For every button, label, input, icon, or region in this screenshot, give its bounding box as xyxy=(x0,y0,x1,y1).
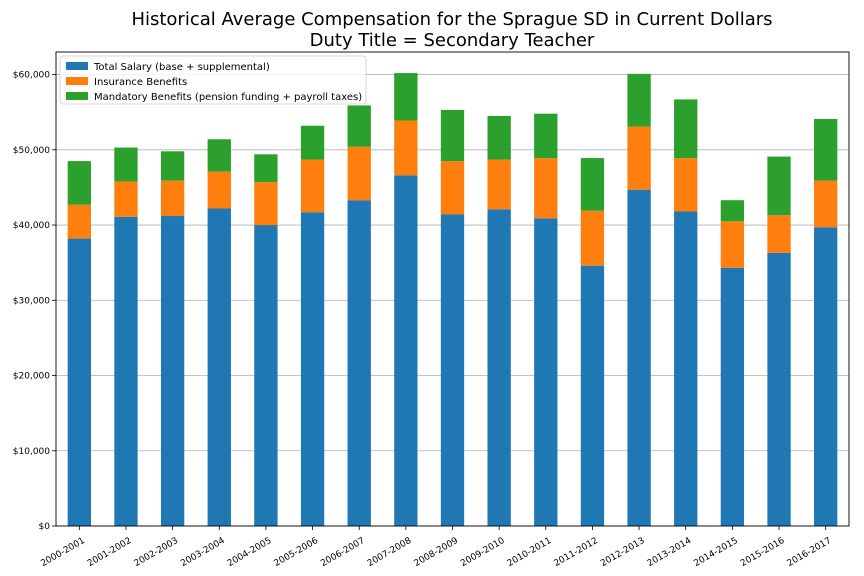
x-tick-label: 2004-2005 xyxy=(226,536,273,569)
plot-frame xyxy=(55,51,850,527)
bar-segment-3 xyxy=(767,156,791,216)
x-tick-label: 2005-2006 xyxy=(273,536,321,569)
y-tick-label: $60,000 xyxy=(13,71,50,81)
bar-segment-3 xyxy=(580,158,605,211)
y-tick-label: $40,000 xyxy=(13,221,50,231)
bar-segment-1 xyxy=(814,227,838,527)
legend-box xyxy=(59,55,367,105)
bar-segment-3 xyxy=(347,105,371,147)
bar-segment-1 xyxy=(67,238,91,527)
bar-segment-1 xyxy=(674,211,698,526)
bar-segment-3 xyxy=(160,151,185,181)
y-tick-label: $50,000 xyxy=(13,146,50,156)
bar-segment-2 xyxy=(440,161,465,215)
bar-segment-1 xyxy=(767,252,791,526)
bar-segment-3 xyxy=(720,200,745,222)
bar-segment-3 xyxy=(254,154,278,183)
x-tick-label: 2011-2012 xyxy=(552,536,599,569)
x-tick-label: 2013-2014 xyxy=(646,536,694,569)
bar-segment-3 xyxy=(534,113,558,159)
bar-segment-1 xyxy=(440,214,465,526)
bar-segment-2 xyxy=(207,171,231,209)
chart-subtitle: Duty Title = Secondary Teacher xyxy=(310,30,595,51)
x-tick-label: 2014-2015 xyxy=(692,536,739,569)
bar-segment-1 xyxy=(347,200,371,526)
bar-segment-3 xyxy=(627,73,651,127)
bars xyxy=(67,73,838,527)
bar-segment-2 xyxy=(300,159,325,213)
x-tick-label: 2015-2016 xyxy=(739,536,787,569)
bar-segment-1 xyxy=(394,175,418,526)
y-tick-label: $30,000 xyxy=(13,296,50,306)
bar-segment-1 xyxy=(580,265,605,526)
y-tick-label: $20,000 xyxy=(13,372,50,382)
x-tick-label: 2000-2001 xyxy=(39,536,86,569)
x-tick-label: 2012-2013 xyxy=(599,536,646,569)
bar-segment-2 xyxy=(627,126,651,190)
x-tick-label: 2009-2010 xyxy=(459,536,507,569)
bar-segment-2 xyxy=(534,158,558,219)
legend-swatch xyxy=(66,77,88,85)
bar-segment-2 xyxy=(580,210,605,266)
bar-segment-2 xyxy=(114,181,138,217)
bar-segment-3 xyxy=(67,161,91,205)
legend-label: Insurance Benefits xyxy=(94,77,187,88)
bar-segment-2 xyxy=(347,146,371,201)
bar-segment-2 xyxy=(254,182,278,226)
bar-segment-1 xyxy=(160,216,185,526)
bar-segment-3 xyxy=(487,115,511,160)
bar-segment-1 xyxy=(487,209,511,526)
x-tick-label: 2007-2008 xyxy=(366,536,414,569)
bar-segment-1 xyxy=(300,212,325,526)
legend: Total Salary (base + supplemental) Insura… xyxy=(59,55,367,105)
bar-segment-2 xyxy=(674,158,698,212)
bar-segment-2 xyxy=(67,204,91,239)
bar-segment-1 xyxy=(627,189,651,526)
legend-swatch xyxy=(66,92,88,100)
y-tick-label: $10,000 xyxy=(13,447,50,457)
bar-segment-3 xyxy=(394,73,418,121)
chart-title: Historical Average Compensation for the … xyxy=(131,9,772,30)
bar-segment-3 xyxy=(440,109,465,162)
bar-segment-3 xyxy=(114,147,138,182)
x-tick-label: 2001-2002 xyxy=(86,536,133,569)
legend-label: Mandatory Benefits (pension funding + pa… xyxy=(94,92,362,103)
bar-segment-1 xyxy=(114,216,138,526)
bar-segment-2 xyxy=(767,215,791,253)
bar-segment-2 xyxy=(720,221,745,268)
x-tick-label: 2010-2011 xyxy=(506,536,553,569)
bar-segment-2 xyxy=(487,159,511,210)
bar-segment-2 xyxy=(394,120,418,176)
bar-segment-3 xyxy=(207,139,231,172)
legend-label: Total Salary (base + supplemental) xyxy=(93,62,270,73)
bar-segment-3 xyxy=(814,118,838,181)
x-tick-label: 2002-2003 xyxy=(133,536,180,569)
bar-segment-1 xyxy=(254,225,278,527)
bar-segment-1 xyxy=(720,267,745,526)
bar-segment-1 xyxy=(207,208,231,526)
x-tick-label: 2008-2009 xyxy=(413,536,461,569)
x-tick-label: 2006-2007 xyxy=(319,536,366,569)
bar-segment-2 xyxy=(160,180,185,217)
x-tick-label: 2016-2017 xyxy=(786,536,833,569)
bar-segment-3 xyxy=(674,99,698,159)
y-tick-label: $0 xyxy=(39,522,51,532)
bar-segment-2 xyxy=(814,180,838,228)
bar-segment-1 xyxy=(534,218,558,526)
x-tick-label: 2003-2004 xyxy=(179,536,227,569)
bar-segment-3 xyxy=(300,125,325,160)
legend-swatch xyxy=(66,62,88,70)
